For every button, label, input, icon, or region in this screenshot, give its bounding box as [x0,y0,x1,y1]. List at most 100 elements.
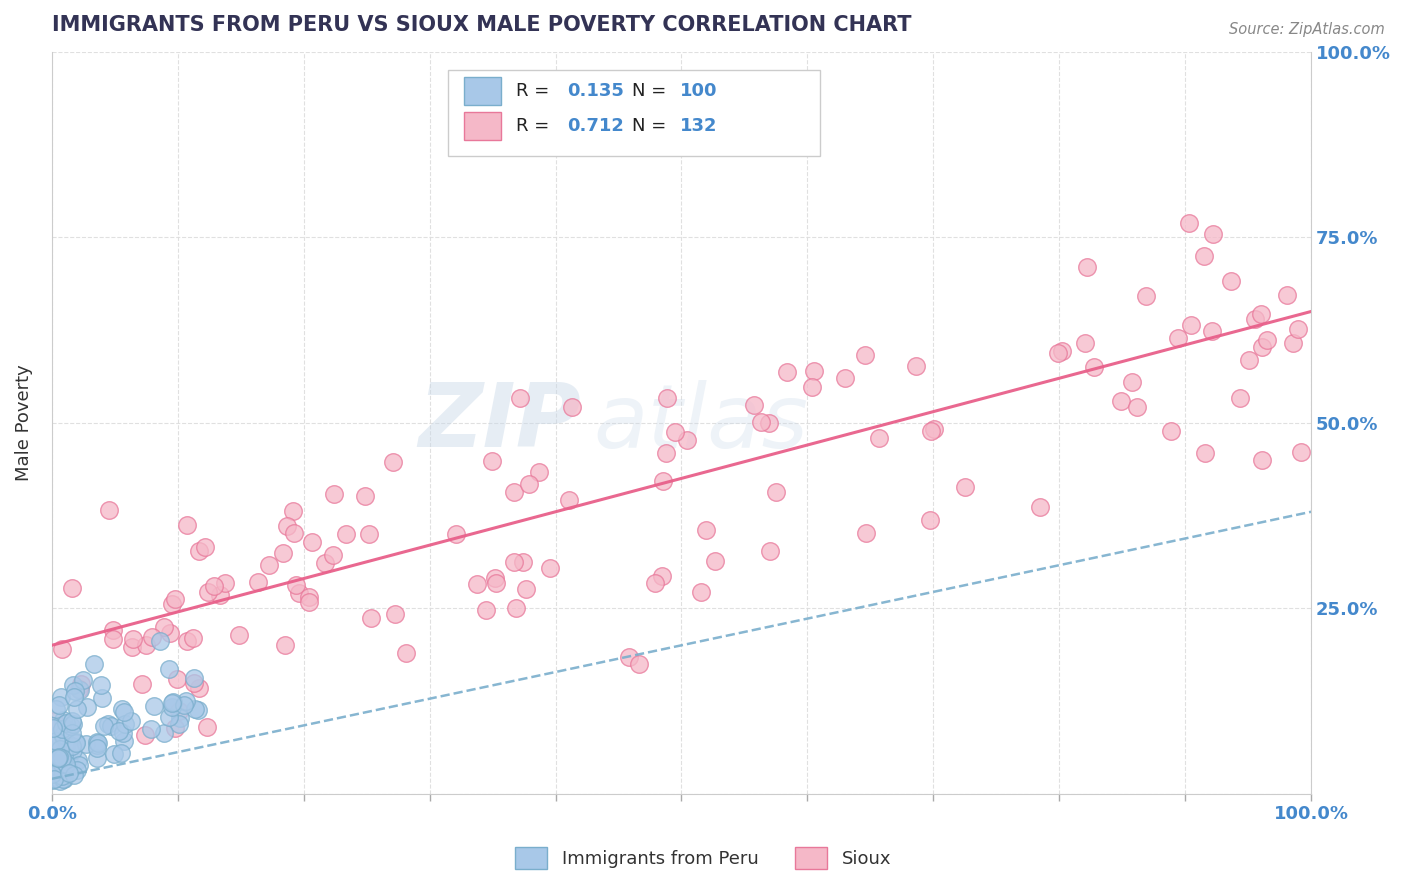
Sioux [70,677,93,691]
Immigrants from Peru [63,768,86,782]
Immigrants from Peru [69,683,91,698]
Sioux [628,657,651,671]
FancyBboxPatch shape [464,77,502,105]
Sioux [197,720,219,734]
Immigrants from Peru [42,773,65,788]
Immigrants from Peru [86,738,108,752]
Sioux [651,569,673,583]
Sioux [197,585,219,599]
Immigrants from Peru [49,748,72,763]
FancyBboxPatch shape [464,112,502,140]
Sioux [1126,400,1149,414]
Immigrants from Peru [83,657,105,671]
Immigrants from Peru [45,764,67,778]
Sioux [101,623,124,637]
Sioux [176,518,198,533]
Immigrants from Peru [160,700,183,714]
Sioux [166,672,188,686]
Immigrants from Peru [100,719,122,733]
Sioux [181,631,204,645]
Text: R =: R = [516,82,555,100]
Immigrants from Peru [86,751,108,765]
Immigrants from Peru [93,718,115,732]
Sioux [527,465,550,479]
Sioux [335,527,357,541]
Sioux [121,640,143,654]
Sioux [475,603,498,617]
Immigrants from Peru [167,716,190,731]
Immigrants from Peru [55,722,77,736]
Text: R =: R = [516,117,555,135]
Immigrants from Peru [149,633,172,648]
Sioux [160,597,183,611]
Sioux [1083,360,1105,375]
Sioux [354,489,377,503]
Immigrants from Peru [45,756,67,770]
Sioux [187,543,209,558]
Immigrants from Peru [183,702,205,716]
Immigrants from Peru [183,671,205,685]
Text: Source: ZipAtlas.com: Source: ZipAtlas.com [1229,22,1385,37]
Sioux [194,541,217,555]
Sioux [183,676,205,690]
Immigrants from Peru [62,743,84,757]
Sioux [1250,340,1272,354]
Sioux [360,611,382,625]
Sioux [1052,344,1074,359]
Immigrants from Peru [91,691,114,706]
Sioux [134,728,156,742]
Sioux [1201,324,1223,338]
Immigrants from Peru [53,772,76,786]
Sioux [765,484,787,499]
Sioux [1180,318,1202,332]
Sioux [758,544,780,558]
Immigrants from Peru [76,700,98,714]
Y-axis label: Male Poverty: Male Poverty [15,364,32,481]
Immigrants from Peru [142,698,165,713]
Immigrants from Peru [87,736,110,750]
Sioux [904,359,927,373]
Immigrants from Peru [86,741,108,756]
Immigrants from Peru [46,766,69,780]
Immigrants from Peru [55,757,77,772]
Sioux [776,365,799,379]
Immigrants from Peru [112,733,135,747]
Immigrants from Peru [114,716,136,731]
Sioux [561,400,583,414]
Sioux [1286,321,1309,335]
Sioux [758,416,780,430]
Immigrants from Peru [108,724,131,739]
Sioux [703,554,725,568]
Sioux [1160,425,1182,439]
Immigrants from Peru [44,734,66,748]
Immigrants from Peru [162,695,184,709]
Immigrants from Peru [56,762,79,776]
Immigrants from Peru [41,766,63,780]
Immigrants from Peru [45,702,67,716]
Sioux [619,650,641,665]
Immigrants from Peru [58,755,80,769]
Sioux [298,595,321,609]
Sioux [1219,273,1241,287]
Sioux [1194,446,1216,460]
Immigrants from Peru [55,736,77,750]
Immigrants from Peru [55,715,77,730]
Immigrants from Peru [46,751,69,765]
Sioux [918,513,941,527]
Immigrants from Peru [58,766,80,780]
Immigrants from Peru [42,722,65,736]
Sioux [395,646,418,660]
Sioux [274,638,297,652]
Sioux [1282,336,1305,351]
Sioux [558,493,581,508]
Sioux [209,588,232,602]
Sioux [922,422,945,436]
Sioux [505,601,527,615]
Sioux [283,526,305,541]
Immigrants from Peru [187,703,209,717]
Immigrants from Peru [72,673,94,687]
Text: 0.712: 0.712 [567,117,624,135]
Immigrants from Peru [157,710,180,724]
Sioux [271,546,294,560]
Sioux [1046,346,1069,360]
